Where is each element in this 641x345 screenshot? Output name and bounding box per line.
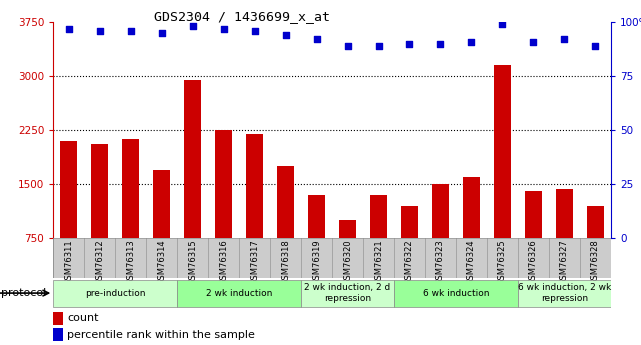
- Bar: [246, 134, 263, 238]
- Point: [590, 43, 601, 49]
- Text: GSM76320: GSM76320: [343, 239, 352, 285]
- Text: pre-induction: pre-induction: [85, 288, 146, 298]
- Text: GSM76321: GSM76321: [374, 239, 383, 285]
- Text: 6 wk induction: 6 wk induction: [422, 288, 489, 298]
- Text: GSM76314: GSM76314: [157, 239, 166, 285]
- Text: GSM76311: GSM76311: [64, 239, 73, 285]
- Text: GSM76315: GSM76315: [188, 239, 197, 285]
- Bar: [53, 328, 63, 341]
- Point: [342, 43, 353, 49]
- Point: [63, 26, 74, 31]
- Text: GSM76323: GSM76323: [436, 239, 445, 285]
- Bar: [308, 195, 325, 238]
- Text: GSM76324: GSM76324: [467, 239, 476, 285]
- Text: GSM76322: GSM76322: [405, 239, 414, 285]
- Point: [187, 24, 197, 29]
- FancyBboxPatch shape: [53, 238, 611, 278]
- Text: percentile rank within the sample: percentile rank within the sample: [67, 330, 255, 340]
- Text: GDS2304 / 1436699_x_at: GDS2304 / 1436699_x_at: [154, 10, 329, 23]
- Point: [219, 26, 229, 31]
- Point: [126, 28, 136, 33]
- Text: GSM76328: GSM76328: [591, 239, 600, 285]
- Bar: [277, 166, 294, 238]
- Bar: [60, 141, 77, 238]
- Point: [466, 39, 476, 44]
- FancyBboxPatch shape: [301, 279, 394, 307]
- Point: [95, 28, 105, 33]
- Bar: [53, 312, 63, 325]
- Text: 2 wk induction: 2 wk induction: [206, 288, 272, 298]
- Text: GSM76319: GSM76319: [312, 239, 321, 285]
- FancyBboxPatch shape: [518, 279, 611, 307]
- Bar: [463, 177, 480, 238]
- Point: [528, 39, 538, 44]
- FancyBboxPatch shape: [394, 279, 518, 307]
- Bar: [215, 130, 232, 238]
- Point: [373, 43, 383, 49]
- Text: GSM76325: GSM76325: [498, 239, 507, 285]
- Text: protocol: protocol: [1, 288, 46, 298]
- Text: GSM76317: GSM76317: [250, 239, 259, 285]
- Point: [435, 41, 445, 47]
- Point: [249, 28, 260, 33]
- Bar: [494, 65, 511, 238]
- Bar: [525, 191, 542, 238]
- Point: [404, 41, 415, 47]
- Text: GSM76326: GSM76326: [529, 239, 538, 285]
- Point: [497, 21, 508, 27]
- Bar: [370, 195, 387, 238]
- Point: [156, 30, 167, 36]
- Text: GSM76316: GSM76316: [219, 239, 228, 285]
- Text: GSM76312: GSM76312: [95, 239, 104, 285]
- Bar: [91, 145, 108, 238]
- Text: GSM76318: GSM76318: [281, 239, 290, 285]
- Text: GSM76327: GSM76327: [560, 239, 569, 285]
- Bar: [432, 184, 449, 238]
- Text: count: count: [67, 313, 99, 323]
- Text: GSM76313: GSM76313: [126, 239, 135, 285]
- Bar: [556, 189, 573, 238]
- Point: [559, 37, 569, 42]
- FancyBboxPatch shape: [177, 279, 301, 307]
- Bar: [153, 170, 170, 238]
- Bar: [587, 206, 604, 238]
- Text: 2 wk induction, 2 d
repression: 2 wk induction, 2 d repression: [304, 283, 390, 303]
- FancyBboxPatch shape: [53, 279, 177, 307]
- Bar: [184, 80, 201, 238]
- Point: [281, 32, 291, 38]
- Text: 6 wk induction, 2 wk
repression: 6 wk induction, 2 wk repression: [518, 283, 611, 303]
- Bar: [401, 206, 418, 238]
- Point: [312, 37, 322, 42]
- Bar: [122, 139, 139, 238]
- Bar: [339, 220, 356, 238]
